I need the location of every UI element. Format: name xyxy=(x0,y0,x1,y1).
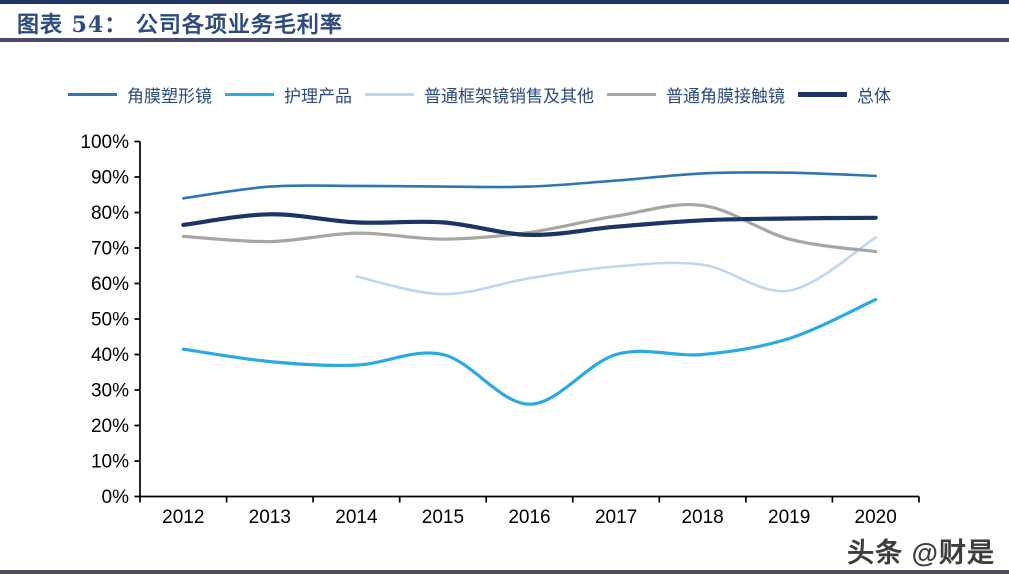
legend-line-swatch xyxy=(798,91,847,97)
bottom-rule xyxy=(0,570,1009,574)
series-line-2 xyxy=(355,236,877,296)
legend-item-frame-glasses-other[interactable]: 普通框架镜销售及其他 xyxy=(365,82,594,107)
series-line-1 xyxy=(181,297,878,406)
legend-label: 护理产品 xyxy=(284,86,352,107)
legend-line-swatch xyxy=(225,92,274,96)
y-axis-label: 60% xyxy=(91,274,129,295)
axes xyxy=(134,140,920,503)
figure-title: 图表 54： 公司各项业务毛利率 xyxy=(17,12,343,38)
y-axis-label: 100% xyxy=(80,132,129,153)
legend-item-care-products[interactable]: 护理产品 xyxy=(225,82,352,107)
x-axis-label: 2017 xyxy=(595,507,637,528)
series-line-3 xyxy=(181,203,878,254)
watermark: 头条 @财是 xyxy=(847,538,995,568)
legend-item-overall[interactable]: 总体 xyxy=(798,82,891,107)
legend-label: 普通角膜接触镜 xyxy=(666,86,785,107)
top-rule xyxy=(0,0,1009,4)
y-axis-label: 90% xyxy=(91,168,129,189)
legend-line-swatch xyxy=(68,92,117,96)
y-axis-label: 10% xyxy=(91,452,129,473)
legend-label: 普通框架镜销售及其他 xyxy=(424,86,594,107)
legend-label: 总体 xyxy=(857,86,891,107)
y-axis-label: 70% xyxy=(91,239,129,260)
series-line-4 xyxy=(181,212,878,238)
series-line-0 xyxy=(182,171,877,200)
x-axis-label: 2020 xyxy=(855,507,897,528)
y-axis-label: 20% xyxy=(91,416,129,437)
y-axis-label: 50% xyxy=(91,310,129,331)
y-axis-label: 80% xyxy=(91,203,129,224)
x-axis-label: 2012 xyxy=(162,507,204,528)
title-rule xyxy=(0,38,1009,42)
x-axis-label: 2014 xyxy=(335,507,378,528)
chart-legend: 角膜塑形镜 护理产品 普通框架镜销售及其他 普通角膜接触镜 总体 xyxy=(68,82,891,107)
x-axis-label: 2015 xyxy=(422,507,464,528)
x-axis-label: 2018 xyxy=(681,507,723,528)
y-axis-label: 0% xyxy=(102,487,130,508)
x-axis-label: 2013 xyxy=(249,507,291,528)
legend-item-ortho-k-lens[interactable]: 角膜塑形镜 xyxy=(68,82,212,107)
legend-item-ordinary-contact-lens[interactable]: 普通角膜接触镜 xyxy=(607,82,785,107)
y-axis-label: 30% xyxy=(91,381,129,402)
legend-line-swatch xyxy=(607,92,656,96)
legend-label: 角膜塑形镜 xyxy=(127,86,212,107)
x-axis-label: 2019 xyxy=(768,507,810,528)
y-axis-label: 40% xyxy=(91,345,129,366)
legend-line-swatch xyxy=(365,92,414,96)
x-axis-label: 2016 xyxy=(508,507,550,528)
